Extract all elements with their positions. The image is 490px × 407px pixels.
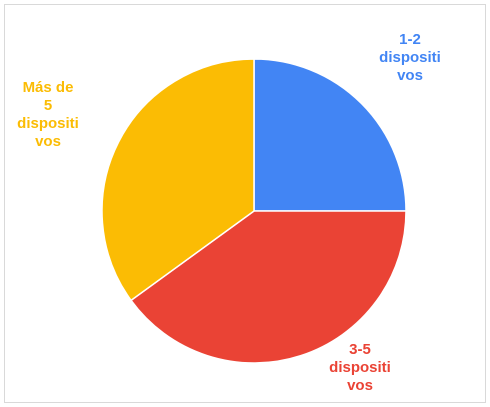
- slice-label-line: dispositi: [379, 49, 441, 66]
- slice-label-line: dispositi: [17, 115, 79, 132]
- slice-label-line: vos: [397, 67, 423, 84]
- slice-label-1: 1-2 dispositi vos: [379, 31, 441, 84]
- slice-label-line: 1-2: [399, 31, 421, 48]
- pie-slice-1: [253, 58, 407, 212]
- slice-label-line: 3-5: [349, 341, 371, 358]
- pie-slice-3: [101, 58, 255, 302]
- slice-label-2: 3-5 dispositi vos: [329, 341, 391, 394]
- slice-label-3: Más de 5 dispositi vos: [17, 79, 79, 150]
- pie-slices: [101, 58, 407, 364]
- slice-label-line: dispositi: [329, 359, 391, 376]
- slice-label-line: 5: [44, 97, 52, 114]
- slice-label-line: vos: [347, 377, 373, 394]
- slice-label-line: vos: [35, 133, 61, 150]
- pie-slice-2: [129, 210, 407, 364]
- slice-label-line: Más de: [23, 79, 74, 96]
